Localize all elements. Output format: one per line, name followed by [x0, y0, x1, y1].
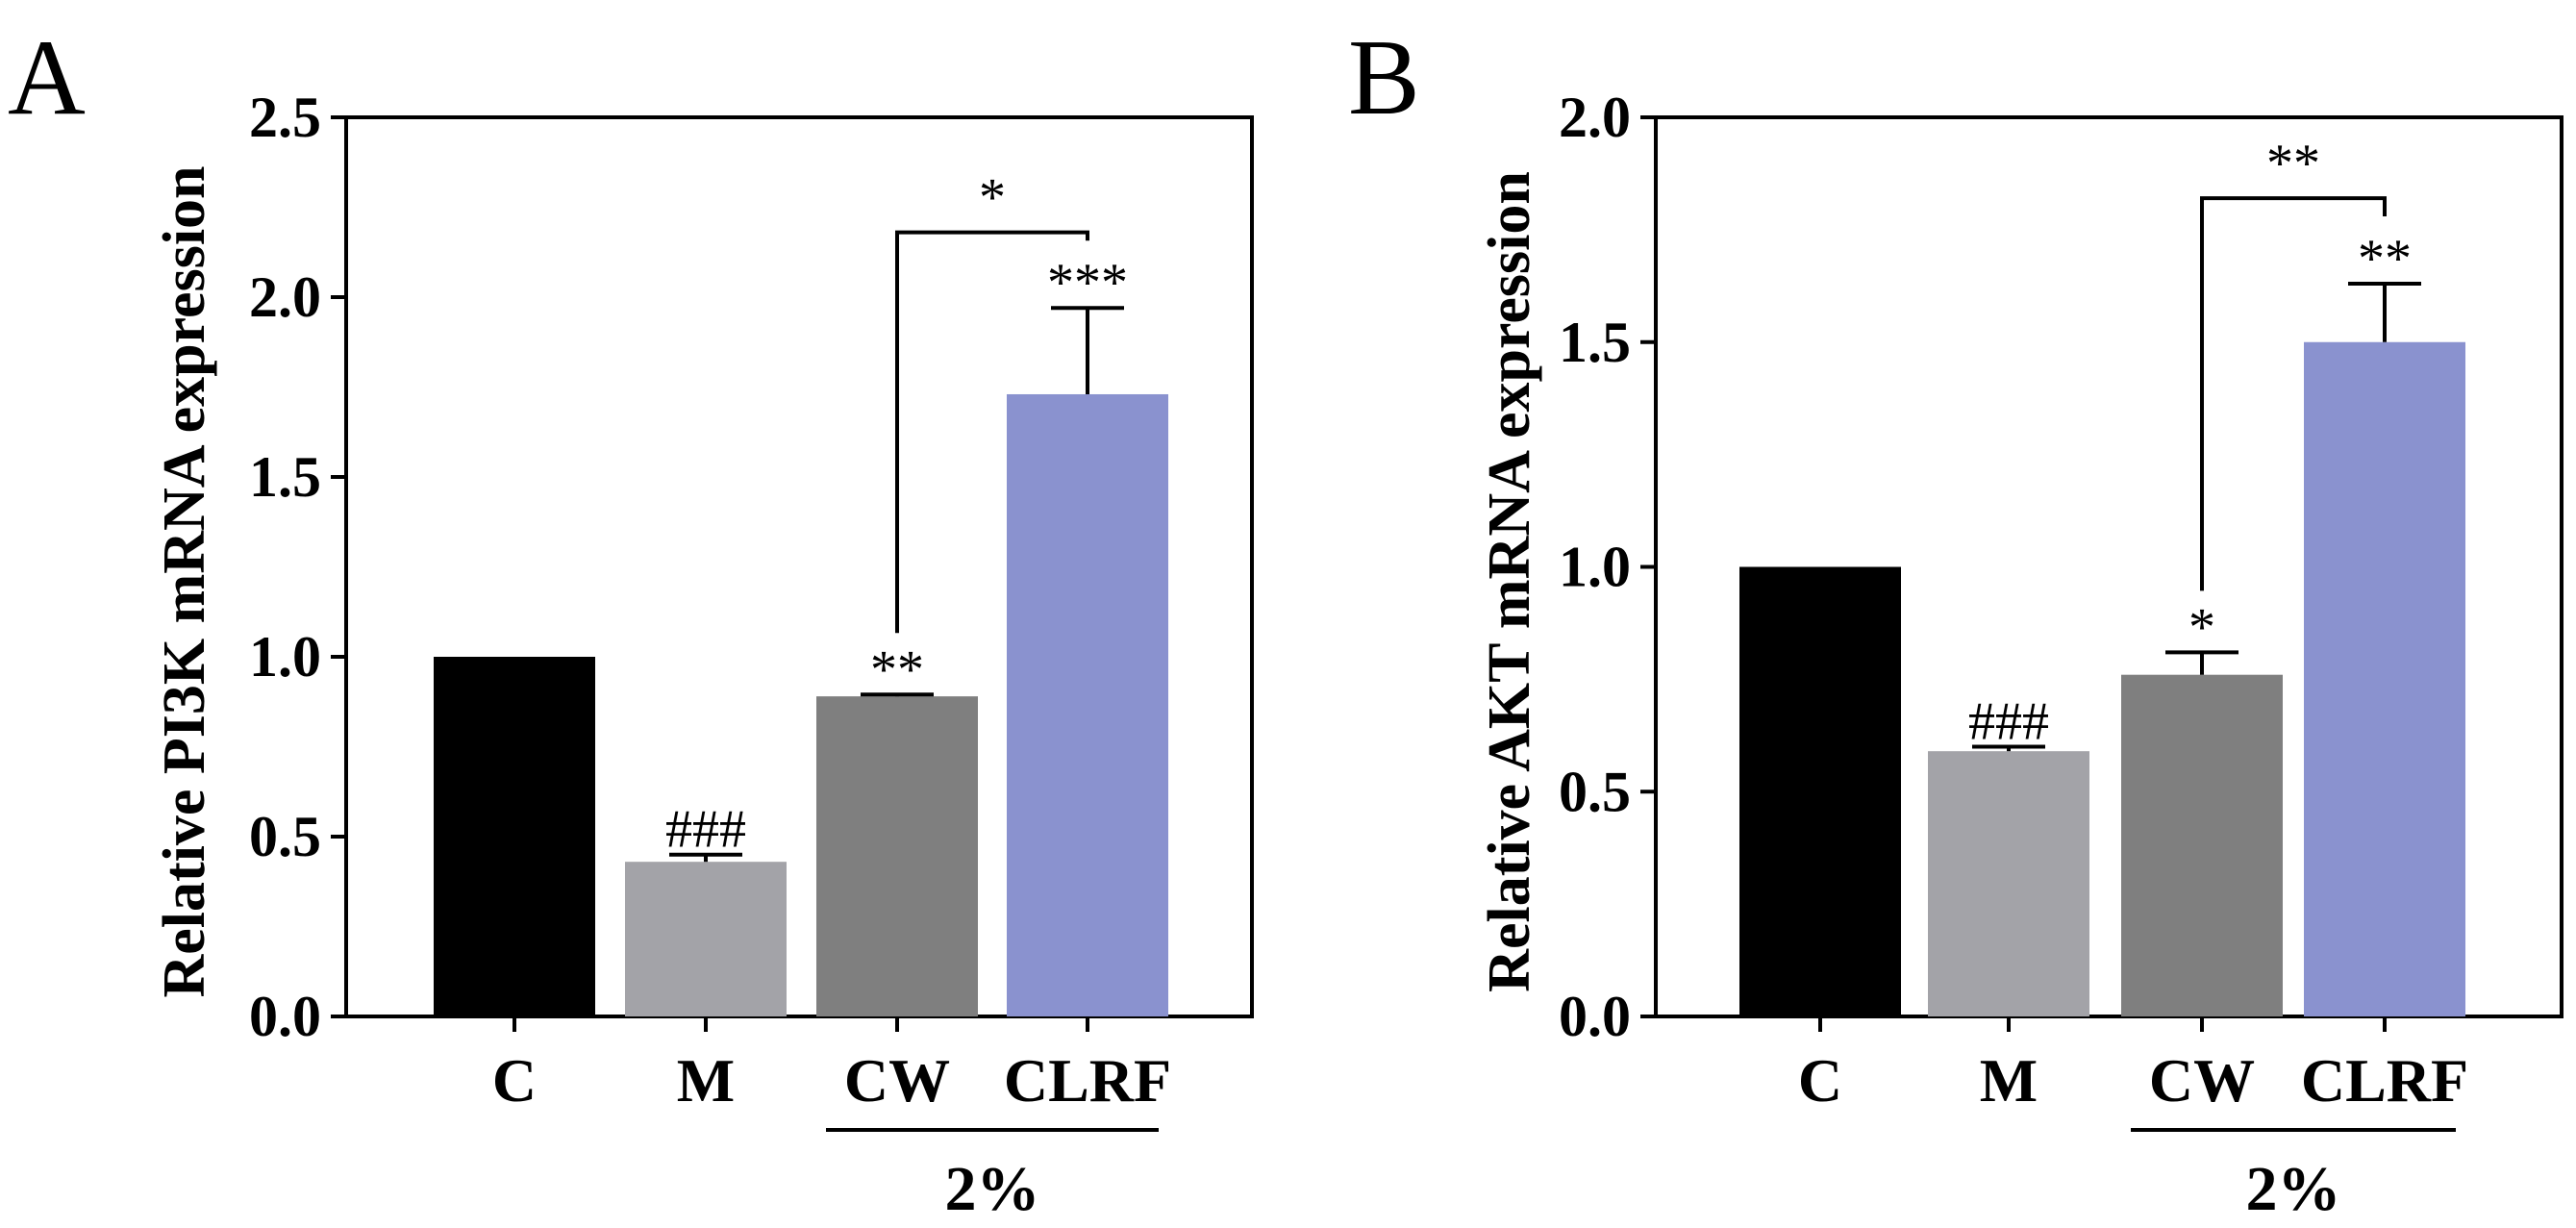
panel-a-bar-c — [434, 657, 595, 1016]
panel-b-bar-cw — [2121, 674, 2283, 1016]
panel-b-bar-m — [1928, 751, 2089, 1016]
panel-a-category-label: M — [677, 1046, 735, 1115]
panel-b-y-tick-label: 0.5 — [1559, 760, 1631, 823]
panel-a-bar-m — [625, 862, 787, 1016]
panel-b-category-label: CW — [2149, 1046, 2255, 1115]
panel-a-y-tick-label: 1.0 — [249, 625, 321, 689]
panel-b-y-tick-label: 1.5 — [1559, 311, 1631, 374]
panel-a-bar-cw — [816, 696, 978, 1016]
panel-a-y-tick-label: 1.5 — [249, 445, 321, 509]
panel-b-category-label: M — [1980, 1046, 2038, 1115]
panel-a-bars: 0.00.51.01.52.02.5C M###CW**CLRF****2% — [249, 86, 1171, 1224]
panel-b-y-tick-label: 1.0 — [1559, 536, 1631, 599]
panel-b-bar-annotation: ### — [1968, 692, 2049, 752]
panel-b-y-tick-label: 2.0 — [1559, 86, 1631, 149]
panel-a-letter: A — [8, 18, 86, 138]
panel-a-category-label: CLRF — [1004, 1046, 1171, 1115]
panel-a-bar-annotation: *** — [1047, 253, 1128, 313]
panel-b-bar-annotation: * — [2188, 597, 2215, 657]
panel-b-category-label: CLRF — [2301, 1046, 2468, 1115]
panel-b-bar-annotation: ** — [2358, 229, 2412, 288]
panel-a-y-tick-label: 0.5 — [249, 805, 321, 868]
panel-b-comparison-label: ** — [2266, 134, 2320, 193]
panel-b-letter: B — [1348, 18, 1420, 138]
panel-a-y-tick-label: 0.0 — [249, 985, 321, 1048]
panel-b-bar-clrf — [2304, 341, 2465, 1016]
panel-b-bars: 0.0 0.5 1.0 1.5 2.0 C M ### CW * CLRF ** ** 2% — [1559, 86, 2468, 1224]
panel-b-group-label: 2% — [2246, 1154, 2341, 1224]
panel-a-y-tick-label: 2.0 — [249, 265, 321, 329]
panel-b-comparison-bracket — [2200, 196, 2387, 591]
panel-a-y-tick-label: 2.5 — [249, 86, 321, 149]
panel-a-comparison-label: * — [979, 168, 1006, 228]
panel-a-comparison-bracket — [895, 230, 1089, 634]
panel-a-bar-annotation: ### — [665, 800, 746, 860]
panel-a-plot-frame — [344, 115, 1254, 1018]
panel-b: B Relative AKT mRNA expression 0.0 0.5 1.0… — [1348, 18, 2563, 1224]
panel-a-category-label: CW — [844, 1046, 950, 1115]
panel-b-y-tick-label: 0.0 — [1559, 985, 1631, 1048]
panel-b-bar-c — [1739, 566, 1901, 1016]
panel-b-y-axis-label: Relative AKT mRNA expression — [1477, 171, 1542, 992]
panel-a-bar-clrf — [1007, 393, 1168, 1017]
panel-a-bar-annotation: ** — [870, 639, 924, 699]
panel-a: A Relative PI3K mRNA expression 0.0 0.5 1.… — [8, 18, 1254, 1224]
panel-a-category-label: C — [492, 1046, 537, 1115]
panel-a-group-label: 2% — [945, 1154, 1040, 1224]
panel-a-y-axis-label: Relative PI3K mRNA expression — [152, 165, 217, 997]
panel-b-category-label: C — [1798, 1046, 1842, 1115]
